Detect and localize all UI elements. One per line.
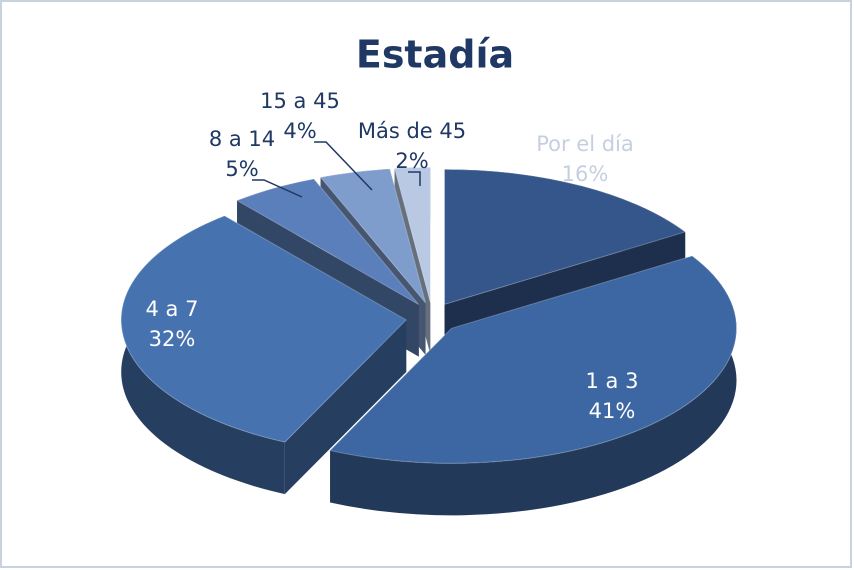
- slice-side: [284, 319, 407, 495]
- slice-wall: [330, 255, 737, 516]
- slice-label: Más de 45: [358, 119, 466, 143]
- slice: [120, 215, 408, 443]
- slice: [444, 168, 687, 306]
- leader-line: [408, 171, 421, 186]
- slice: [329, 255, 737, 464]
- slice: [394, 166, 431, 303]
- slice-label: 8 a 14: [209, 127, 275, 151]
- slice-value-label: 5%: [225, 157, 258, 181]
- slice: [235, 178, 420, 306]
- leader-line: [252, 179, 303, 198]
- slice-value-label: 4%: [283, 119, 316, 143]
- slice-label: Por el día: [536, 132, 634, 156]
- slice-label: 15 a 45: [260, 89, 340, 113]
- slice-value-label: 32%: [149, 327, 196, 351]
- chart-title: Estadía: [356, 33, 514, 77]
- slice-value-label: 16%: [562, 162, 609, 186]
- leader-line: [314, 141, 373, 191]
- slice-value-label: 2%: [395, 149, 428, 173]
- slice-label: 1 a 3: [586, 369, 639, 393]
- slice-label: 4 a 7: [146, 297, 199, 321]
- slice-value-label: 41%: [589, 399, 636, 423]
